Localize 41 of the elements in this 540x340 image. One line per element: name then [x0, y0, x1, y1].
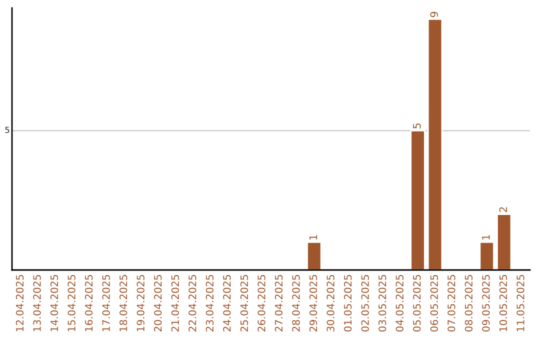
x-tick-label: 04.05.2025 — [396, 275, 404, 332]
x-tick-label: 20.04.2025 — [154, 275, 162, 332]
x-tick-label: 30.04.2025 — [326, 275, 334, 332]
x-tick-label: 11.05.2025 — [516, 275, 524, 332]
x-tick-label: 25.04.2025 — [240, 275, 248, 332]
x-tick-label: 10.05.2025 — [499, 275, 508, 332]
x-tick-label: 18.04.2025 — [120, 275, 128, 332]
x-tick-label: 29.04.2025 — [309, 275, 318, 332]
ref-line-label: 5 — [5, 126, 10, 134]
x-tick-label: 22.04.2025 — [188, 275, 196, 332]
x-tick-label: 23.04.2025 — [206, 275, 214, 332]
x-tick-label: 09.05.2025 — [482, 275, 490, 332]
bar — [479, 241, 494, 270]
x-tick-label: 24.04.2025 — [223, 275, 231, 332]
x-tick-label: 16.04.2025 — [84, 275, 93, 332]
data-label: 1 — [309, 235, 318, 240]
x-tick-label: 05.05.2025 — [413, 275, 421, 332]
x-tick-label: 01.05.2025 — [344, 275, 352, 332]
data-label: 5 — [413, 124, 421, 128]
x-tick-label: 17.04.2025 — [102, 275, 110, 332]
bar — [306, 241, 322, 270]
x-tick-label: 27.04.2025 — [274, 275, 283, 332]
x-tick-label: 19.04.2025 — [136, 275, 144, 332]
bar — [410, 130, 426, 270]
bar — [427, 18, 443, 270]
x-tick-label: 21.04.2025 — [171, 275, 179, 332]
x-tick-label: 03.05.2025 — [378, 275, 386, 332]
x-tick-label: 13.04.2025 — [33, 275, 41, 332]
x-tick-label: 06.05.2025 — [430, 275, 438, 332]
data-label: 2 — [499, 207, 507, 212]
x-tick-label: 15.04.2025 — [68, 275, 76, 332]
x-tick-label: 12.04.2025 — [16, 275, 24, 332]
data-label: 1 — [482, 235, 490, 240]
x-tick-label: 08.05.2025 — [464, 275, 473, 332]
x-tick-label: 28.04.2025 — [292, 275, 300, 332]
x-tick-label: 26.04.2025 — [258, 275, 266, 332]
x-tick-label: 14.04.2025 — [50, 275, 58, 332]
x-tick-label: 02.05.2025 — [361, 275, 369, 332]
data-label: 9 — [430, 12, 438, 18]
x-tick-label: 07.05.2025 — [448, 275, 456, 332]
bar — [496, 214, 512, 270]
